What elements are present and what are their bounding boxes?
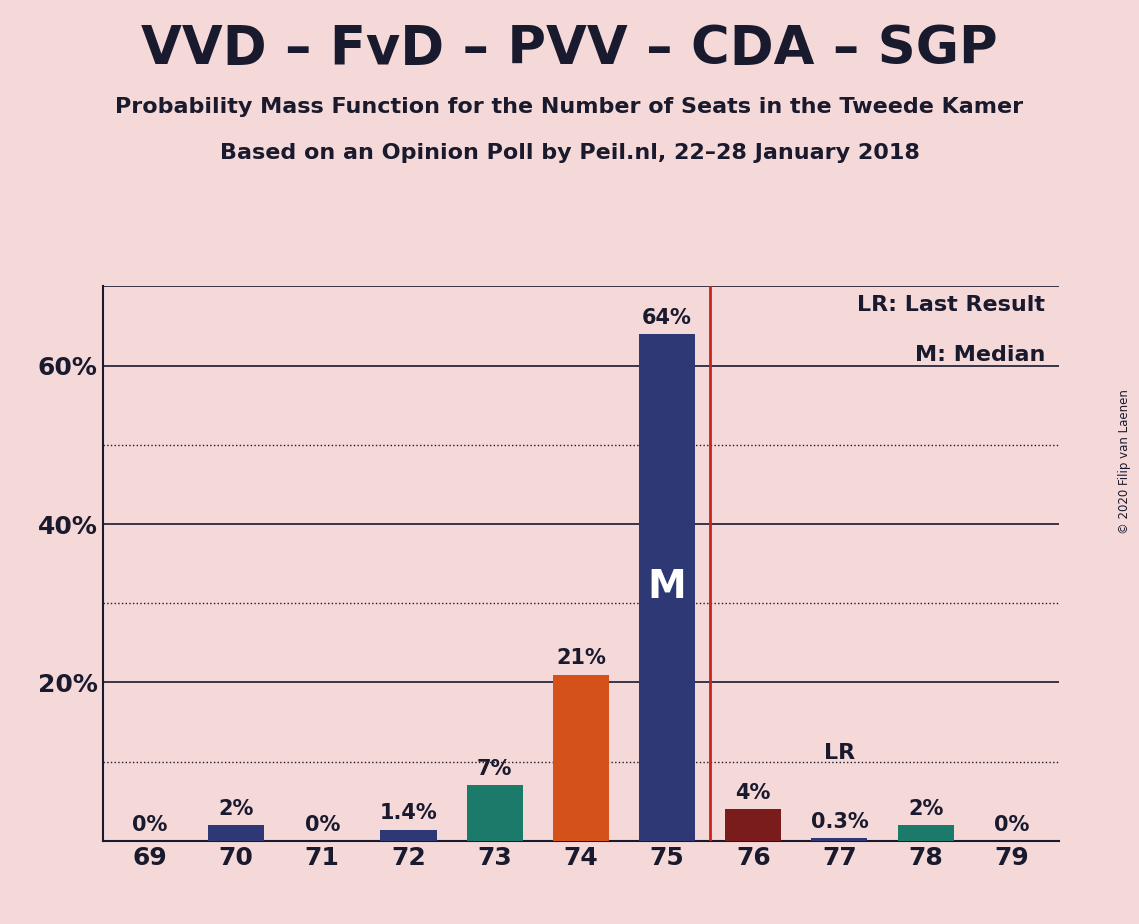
Text: 7%: 7% — [477, 759, 513, 779]
Text: © 2020 Filip van Laenen: © 2020 Filip van Laenen — [1118, 390, 1131, 534]
Text: M: Median: M: Median — [915, 345, 1044, 365]
Bar — [208, 825, 264, 841]
Text: 2%: 2% — [908, 798, 943, 819]
Text: Probability Mass Function for the Number of Seats in the Tweede Kamer: Probability Mass Function for the Number… — [115, 97, 1024, 117]
Bar — [898, 825, 953, 841]
Text: 1.4%: 1.4% — [379, 803, 437, 823]
Text: LR: LR — [823, 743, 855, 763]
Text: M: M — [648, 568, 687, 606]
Text: 4%: 4% — [736, 783, 771, 803]
Text: Based on an Opinion Poll by Peil.nl, 22–28 January 2018: Based on an Opinion Poll by Peil.nl, 22–… — [220, 143, 919, 164]
Text: 0%: 0% — [132, 814, 167, 834]
Bar — [811, 838, 868, 841]
Text: 64%: 64% — [642, 308, 693, 328]
Bar — [726, 809, 781, 841]
Bar — [639, 334, 695, 841]
Text: 2%: 2% — [219, 798, 254, 819]
Bar — [552, 675, 609, 841]
Text: 0.3%: 0.3% — [811, 812, 868, 833]
Text: 0%: 0% — [304, 814, 341, 834]
Text: 21%: 21% — [556, 648, 606, 668]
Text: VVD – FvD – PVV – CDA – SGP: VVD – FvD – PVV – CDA – SGP — [141, 23, 998, 75]
Bar — [467, 785, 523, 841]
Text: LR: Last Result: LR: Last Result — [857, 295, 1044, 315]
Bar — [380, 830, 436, 841]
Text: 0%: 0% — [994, 814, 1030, 834]
